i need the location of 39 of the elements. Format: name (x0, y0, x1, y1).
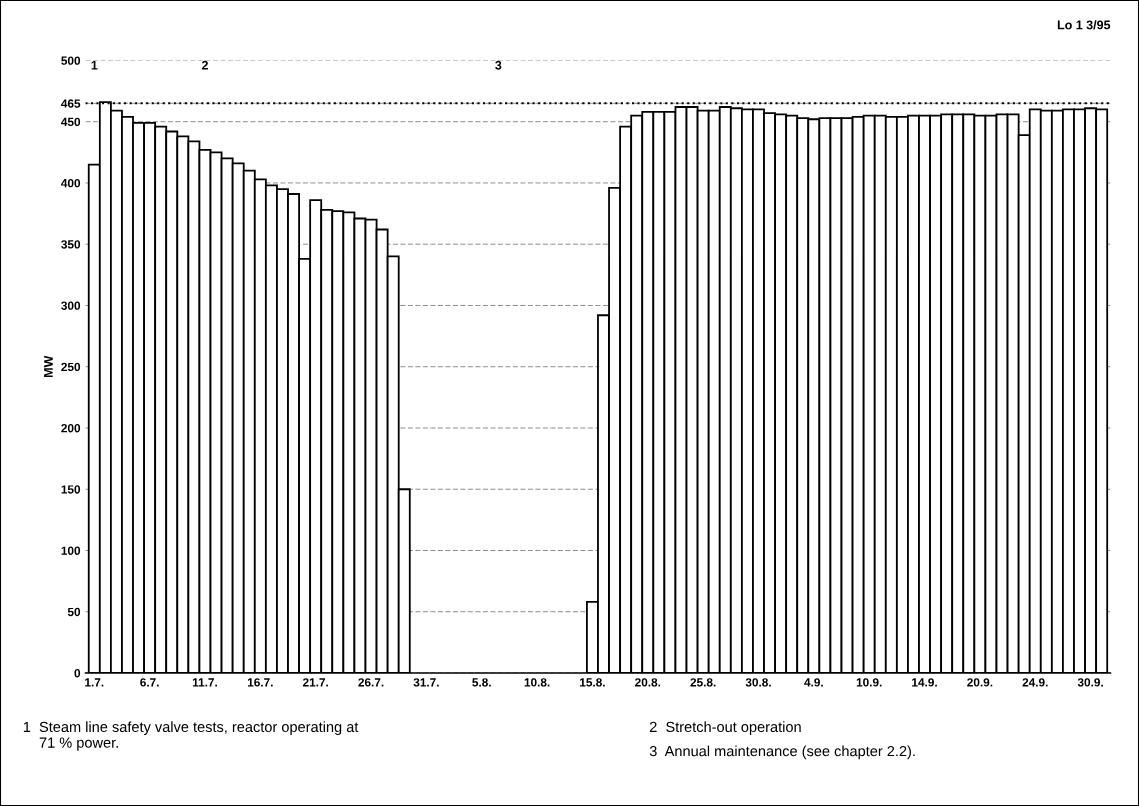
x-tick-label: 24.9. (1022, 678, 1048, 687)
y-tick-label: 50 (67, 607, 81, 617)
x-tick-label: 10.8. (524, 678, 550, 687)
y-tick-label: 350 (61, 240, 81, 249)
x-tick-label: 10.9. (856, 678, 882, 687)
y-tick-label: 500 (61, 56, 81, 65)
x-tick-label: 26.7. (358, 678, 384, 687)
x-tick-label: 30.8. (745, 678, 771, 687)
x-tick-label: 4.9. (804, 678, 823, 687)
y-tick-label: 150 (61, 485, 81, 494)
text: 2 Stretch-out operation (649, 721, 801, 735)
y-tick-label: 450 (61, 117, 81, 127)
y-tick-label: 100 (61, 546, 81, 555)
x-tick-label: 20.8. (635, 678, 661, 687)
text: 1 Steam line safety valve tests, reactor operating at 71 % power. (23, 721, 359, 751)
x-tick-label: 20.9. (967, 678, 993, 687)
y-tick-label: 0 (74, 669, 81, 678)
x-tick-label: 30.9. (1077, 678, 1103, 687)
x-tick-label: 25.8. (690, 678, 716, 687)
annotation: 3 (495, 60, 502, 70)
x-tick-label: 6.7. (140, 678, 159, 687)
x-tick-label: 11.7. (192, 678, 217, 687)
text: Lo 1 3/95 (1057, 20, 1111, 30)
text: 3 Annual maintenance (see chapter 2.2). (649, 745, 915, 760)
y-axis-title: MW (44, 355, 53, 377)
y-tick-label: 300 (61, 301, 81, 310)
annotation: 1 (91, 60, 98, 70)
x-tick-label: 15.8. (580, 678, 605, 687)
x-tick-label: 1.7. (85, 678, 104, 687)
y-tick-label: 400 (61, 179, 81, 188)
y-tick-label: 250 (61, 362, 81, 372)
x-tick-label: 21.7. (302, 678, 328, 687)
x-tick-label: 5.8. (472, 678, 491, 687)
annotation: 2 (201, 60, 208, 70)
y-tick-label: 465 (61, 99, 81, 108)
x-tick-label: 16.7. (247, 678, 273, 687)
x-tick-label: 31.7. (413, 678, 439, 687)
x-tick-label: 14.9. (912, 678, 937, 687)
y-tick-label: 200 (61, 424, 81, 433)
